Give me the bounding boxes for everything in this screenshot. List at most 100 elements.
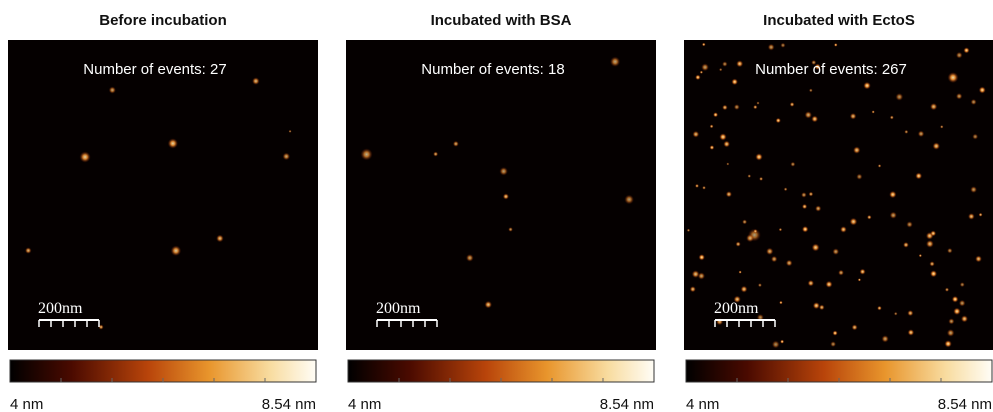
particle [755,153,763,161]
colorbar-max: 8.54 nm [938,396,992,412]
particle [25,247,32,254]
particle [757,283,762,288]
particle [609,56,621,67]
particle [723,140,731,148]
particle [726,162,730,166]
scale-bar-label: 200nm [714,300,759,317]
particle [825,280,833,288]
particle [929,102,938,111]
particle [866,214,872,220]
particle [694,183,699,188]
particle [906,221,913,228]
particle [863,81,871,90]
particle [759,176,764,181]
particle [790,161,796,167]
particle [967,213,975,220]
particle [709,124,714,129]
particle [871,110,875,114]
particle [722,61,728,67]
afm-image [346,40,656,350]
particle [740,285,748,293]
particle [958,299,966,307]
particle [747,174,752,178]
particle [79,151,91,163]
particle [895,93,904,101]
particle [167,138,179,149]
particle [918,253,922,258]
particle [746,234,755,243]
particle [930,230,937,237]
particle [801,225,809,233]
particle [697,272,706,280]
particle [778,227,783,232]
particle [925,239,934,248]
panel-title: Before incubation [99,12,227,29]
particle [252,77,260,85]
particle [851,324,858,331]
particle [702,185,706,190]
particle [932,142,941,150]
particle [840,226,847,233]
particle [959,282,965,288]
particle [832,248,840,255]
particle [502,193,509,200]
particle [709,145,715,150]
particle [686,228,691,232]
particle [282,152,291,161]
particle [917,130,925,138]
particle [780,42,786,48]
particle [108,86,116,94]
particle [808,191,814,197]
particle [960,315,969,323]
particle [830,341,837,348]
particle [288,129,292,133]
scale-bar-label: 200nm [38,300,83,317]
particle [889,190,897,199]
particle [733,295,741,303]
particle [699,70,704,74]
particle [946,329,955,337]
particle [775,117,781,124]
colorbar-min: 4 nm [348,396,381,412]
particle [753,104,758,110]
particle [756,101,760,105]
particle [801,203,808,210]
particle [811,115,819,123]
particle [433,151,439,157]
particle [889,115,894,120]
particle [508,227,513,232]
particle [698,254,705,261]
particle [484,300,493,309]
particle [499,166,508,176]
particle [695,74,701,81]
particle [465,254,474,262]
particle [944,340,952,348]
particle [807,279,815,287]
particle [915,172,923,180]
particle [907,310,914,317]
particle [903,241,909,248]
particle [692,130,700,138]
particle [951,295,959,303]
particle [856,173,863,180]
particle [832,330,838,336]
panel-title: Incubated with BSA [431,12,572,29]
particle [948,318,955,325]
particle [624,194,634,205]
particle [767,43,775,51]
particle [98,324,104,330]
particle [963,47,970,54]
particle [452,140,459,147]
particle [955,93,963,100]
particle [849,112,857,120]
particle [947,72,959,84]
particle [733,104,740,110]
particle [771,340,780,349]
particle [944,287,950,292]
particle [779,300,783,305]
particle [701,63,709,72]
particle [947,247,953,254]
particle [689,286,696,293]
particle [970,98,977,106]
colorbar-min: 4 nm [10,396,43,412]
